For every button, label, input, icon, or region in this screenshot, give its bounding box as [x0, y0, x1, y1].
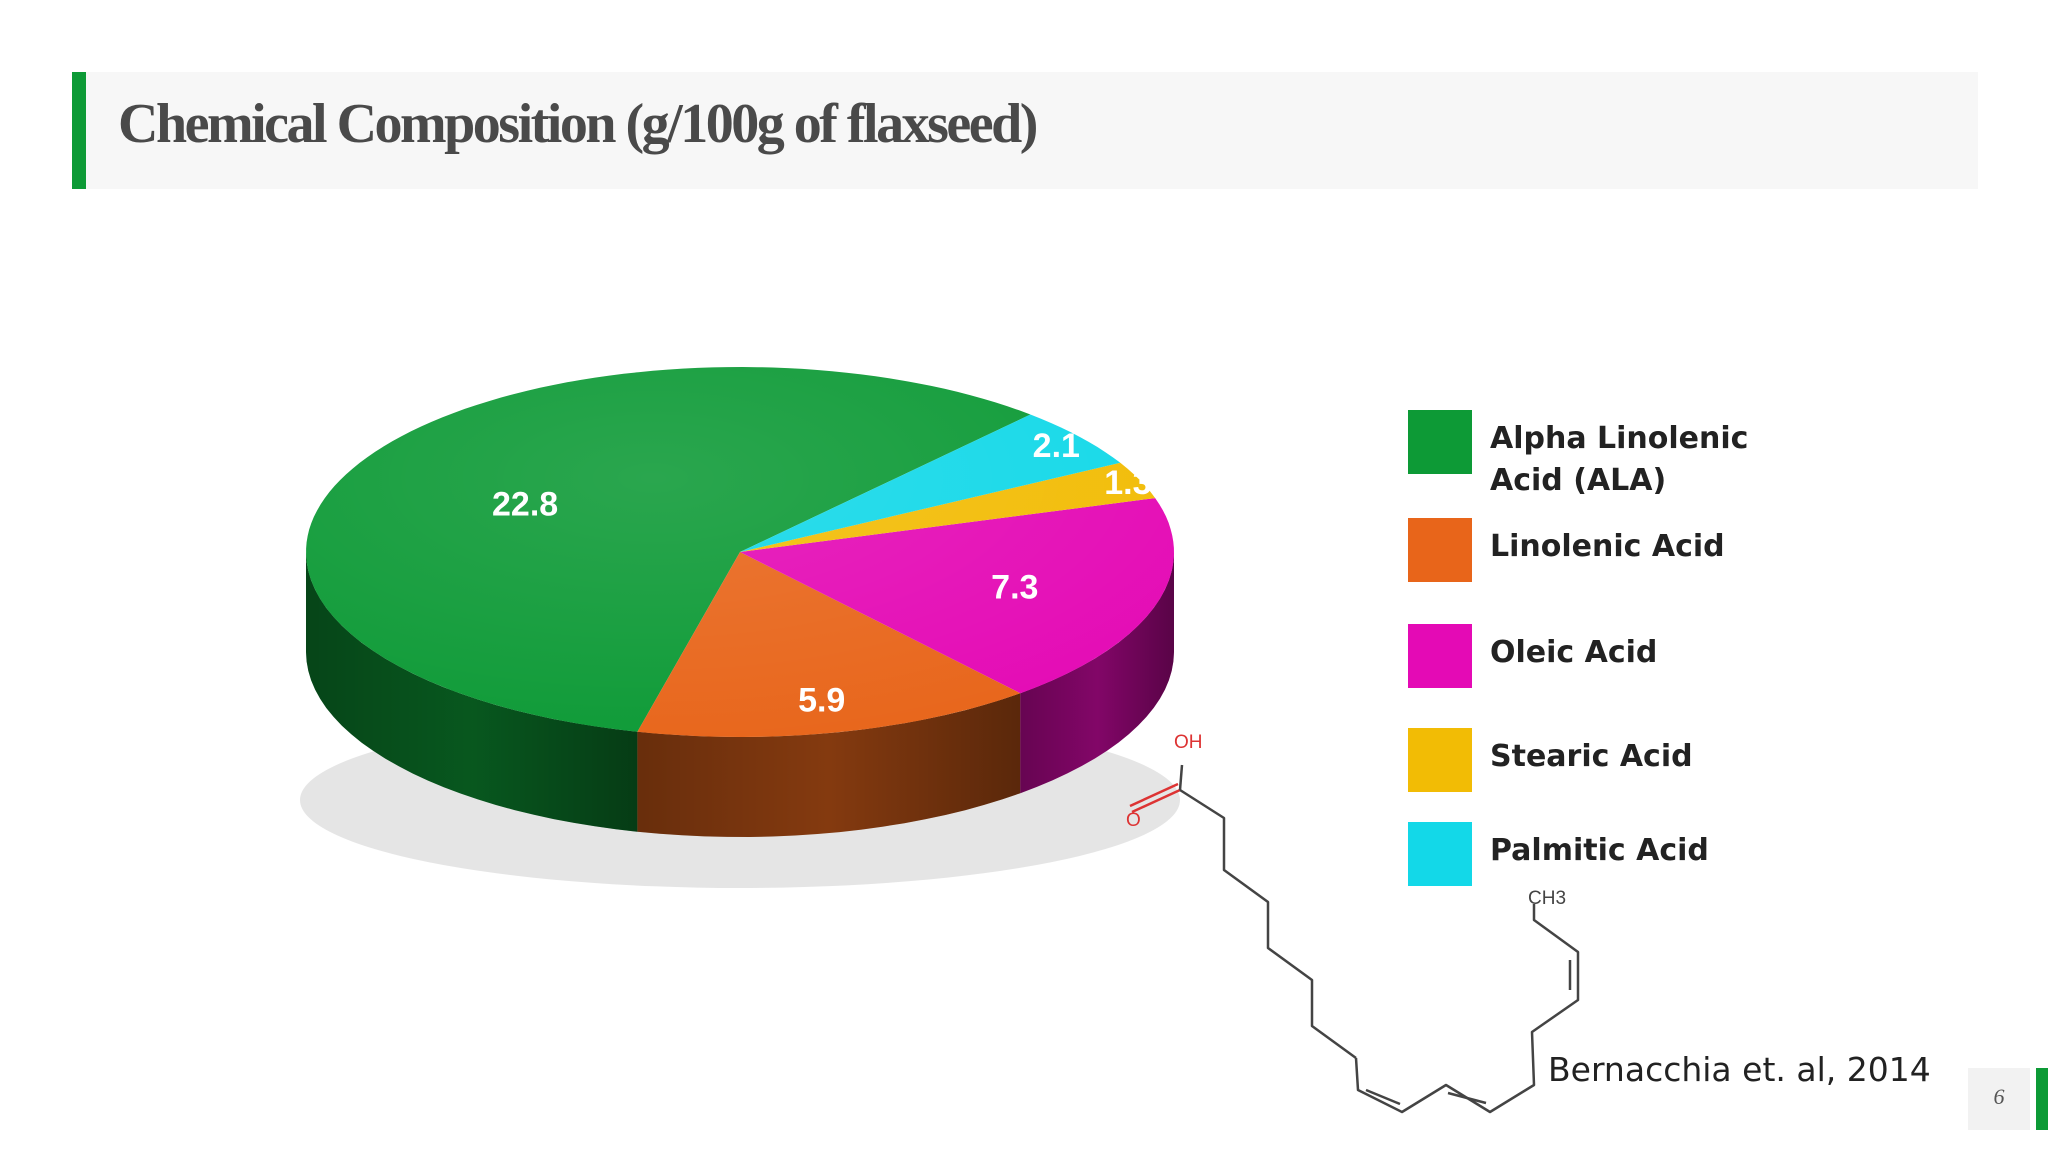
legend-label: Palmitic Acid [1490, 833, 1709, 868]
citation: Bernacchia et. al, 2014 [1548, 1050, 1931, 1089]
chart-legend: Alpha Linolenic Acid (ALA) Linolenic Aci… [1408, 410, 1828, 890]
o-label: O [1126, 810, 1141, 831]
page-number: 6 [1993, 1084, 2005, 1109]
ch3-label: CH3 [1528, 888, 1566, 909]
legend-swatch [1408, 822, 1472, 886]
pie-side-shade [1020, 552, 1174, 794]
page-accent-bar [2036, 1068, 2048, 1130]
legend-label: Linolenic Acid [1490, 529, 1725, 564]
legend-label: Alpha Linolenic Acid (ALA) [1490, 421, 1749, 498]
slide-title: Chemical Composition (g/100g of flaxseed… [118, 93, 1038, 155]
data-label-linolenic: 5.9 [798, 682, 845, 720]
page-number-box [1968, 1068, 2030, 1130]
oh-label: OH [1174, 732, 1203, 753]
legend-label: Stearic Acid [1490, 739, 1693, 774]
legend-swatch [1408, 410, 1472, 474]
pie-side-shade [637, 693, 1021, 837]
pie-side-shade [306, 552, 638, 832]
legend-swatch [1408, 518, 1472, 582]
legend-label: Oleic Acid [1490, 635, 1658, 670]
data-label-ala: 22.8 [492, 486, 558, 524]
title-bar [72, 72, 1978, 189]
fatty-acid-structure [1129, 764, 1580, 1114]
legend-swatch [1408, 624, 1472, 688]
data-label-stearic: 1.3 [1104, 464, 1151, 502]
title-accent-bar [72, 72, 86, 189]
pie-top-shine [306, 367, 1174, 737]
legend-swatch [1408, 728, 1472, 792]
data-label-oleic: 7.3 [991, 569, 1038, 607]
data-label-palmitic: 2.1 [1033, 427, 1080, 465]
